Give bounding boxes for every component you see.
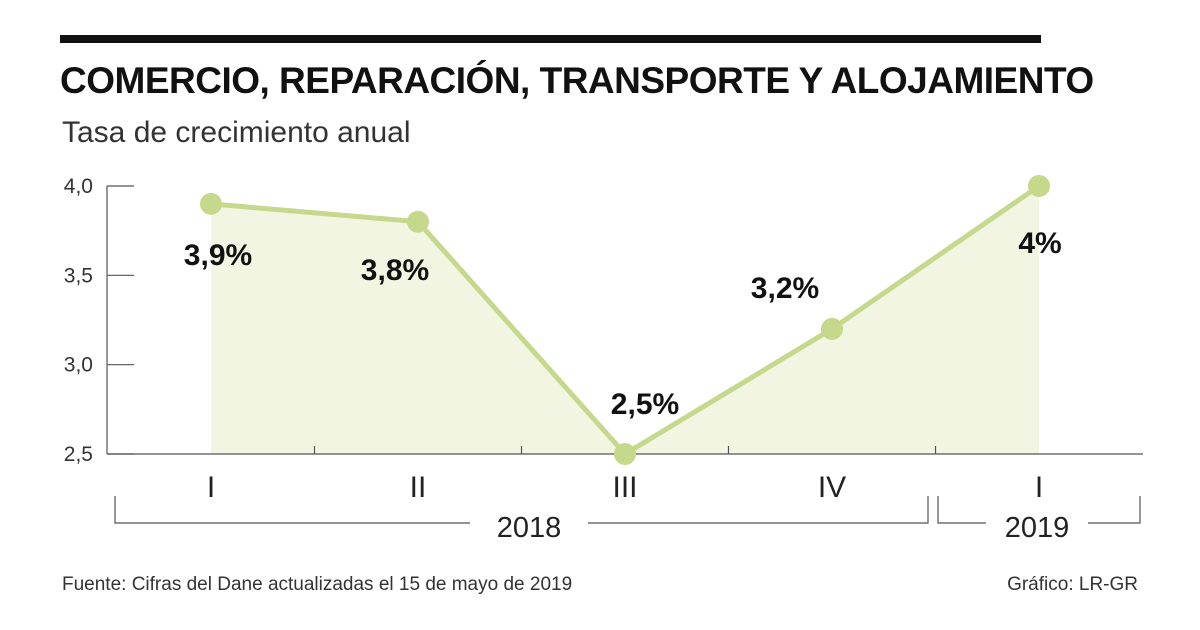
y-tick-label: 2,5 — [64, 443, 93, 466]
footer-source: Fuente: Cifras del Dane actualizadas el … — [62, 574, 573, 595]
data-point — [1028, 175, 1050, 197]
year-bracket — [114, 496, 470, 524]
data-point — [821, 317, 843, 340]
data-point — [200, 192, 222, 215]
x-tick-label: I — [1035, 471, 1043, 504]
data-label: 3,8% — [361, 254, 429, 287]
chart-subtitle: Tasa de crecimiento anual — [62, 116, 411, 149]
y-tick-label: 4,0 — [64, 175, 93, 198]
data-label: 3,9% — [184, 239, 252, 272]
x-tick-label: III — [612, 471, 637, 504]
data-point — [407, 210, 429, 233]
data-label: 4% — [1018, 227, 1061, 260]
data-point — [614, 443, 636, 465]
data-label: 3,2% — [751, 272, 819, 305]
x-tick-label: II — [410, 471, 427, 504]
footer-credit: Gráfico: LR-GR — [1007, 574, 1138, 595]
y-tick-label: 3,0 — [64, 354, 93, 377]
year-label: 2019 — [1005, 512, 1070, 544]
year-bracket — [937, 496, 986, 524]
data-label: 2,5% — [611, 388, 679, 421]
y-tick-label: 3,5 — [64, 264, 93, 287]
year-bracket — [1088, 496, 1141, 524]
year-label: 2018 — [497, 512, 562, 544]
year-bracket — [588, 496, 929, 524]
area-fill — [211, 186, 1039, 454]
chart-title: COMERCIO, REPARACIÓN, TRANSPORTE Y ALOJA… — [60, 60, 1094, 101]
x-tick-label: I — [207, 471, 215, 504]
top-rule — [60, 35, 1041, 43]
x-tick-label: IV — [818, 471, 846, 504]
